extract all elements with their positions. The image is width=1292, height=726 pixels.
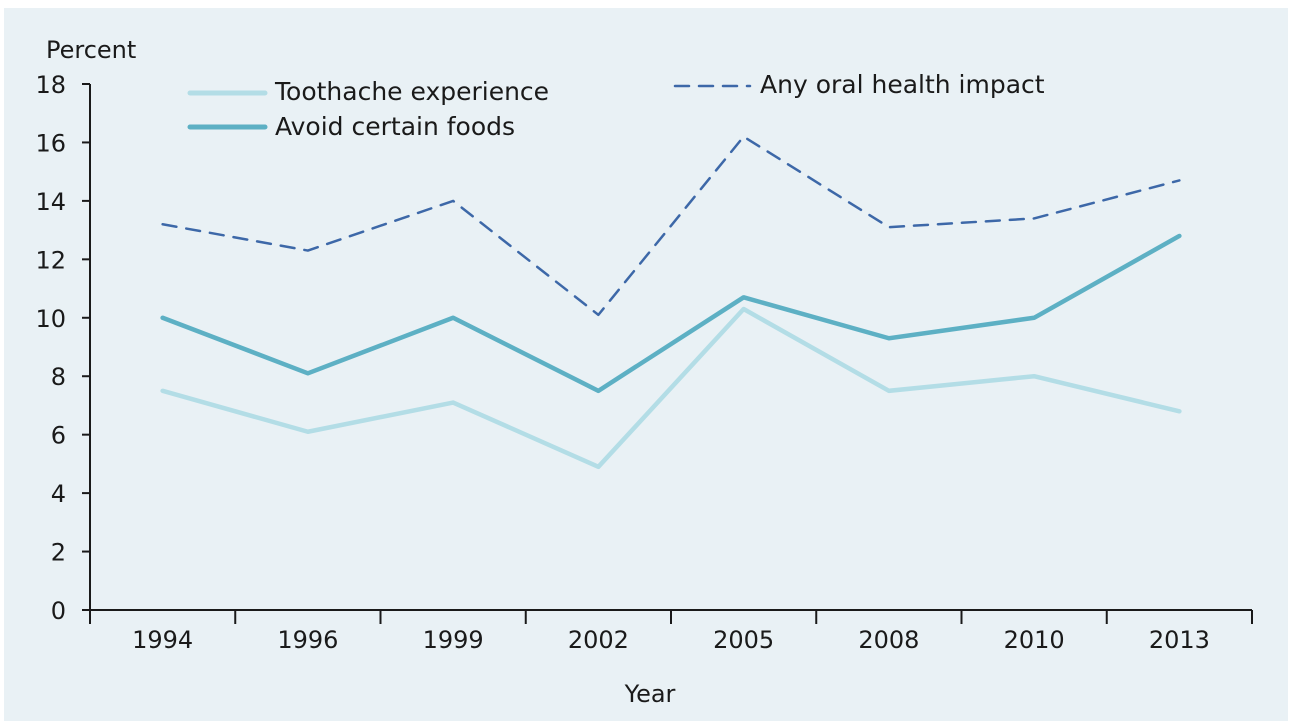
x-tick-label: 2002 xyxy=(568,626,629,654)
series-line-2 xyxy=(161,135,1181,317)
y-axis-ticks: 0 2 4 6 8 10 12 14 16 18 xyxy=(35,71,90,625)
x-axis-ticks: 1994 1996 1999 2002 2005 2008 2010 2013 xyxy=(89,610,1253,654)
y-axis-title: Percent xyxy=(46,36,136,64)
legend: Toothache experience Avoid certain foods… xyxy=(187,70,1045,141)
x-tick-label: 1994 xyxy=(132,626,193,654)
x-tick-label: 2013 xyxy=(1149,626,1210,654)
series-line-0 xyxy=(160,306,1182,470)
legend-label-toothache: Toothache experience xyxy=(274,77,549,106)
y-tick-label: 4 xyxy=(51,480,66,508)
y-tick-label: 14 xyxy=(35,188,66,216)
x-axis-title: Year xyxy=(624,680,676,708)
x-tick-label: 2005 xyxy=(713,626,774,654)
x-tick-label: 2010 xyxy=(1004,626,1065,654)
x-tick-label: 1999 xyxy=(423,626,484,654)
y-tick-label: 10 xyxy=(35,305,66,333)
x-tick-label: 2008 xyxy=(858,626,919,654)
y-tick-label: 12 xyxy=(35,246,66,274)
y-tick-label: 0 xyxy=(51,597,66,625)
y-tick-label: 8 xyxy=(51,363,66,391)
y-tick-label: 6 xyxy=(51,422,66,450)
y-tick-label: 16 xyxy=(35,129,66,157)
series-line-1 xyxy=(160,233,1182,394)
legend-label-avoid-foods: Avoid certain foods xyxy=(275,112,515,141)
series-lines xyxy=(160,135,1182,470)
legend-label-any-impact: Any oral health impact xyxy=(760,70,1045,99)
y-tick-label: 2 xyxy=(51,539,66,567)
y-tick-label: 18 xyxy=(35,71,66,99)
x-tick-label: 1996 xyxy=(277,626,338,654)
